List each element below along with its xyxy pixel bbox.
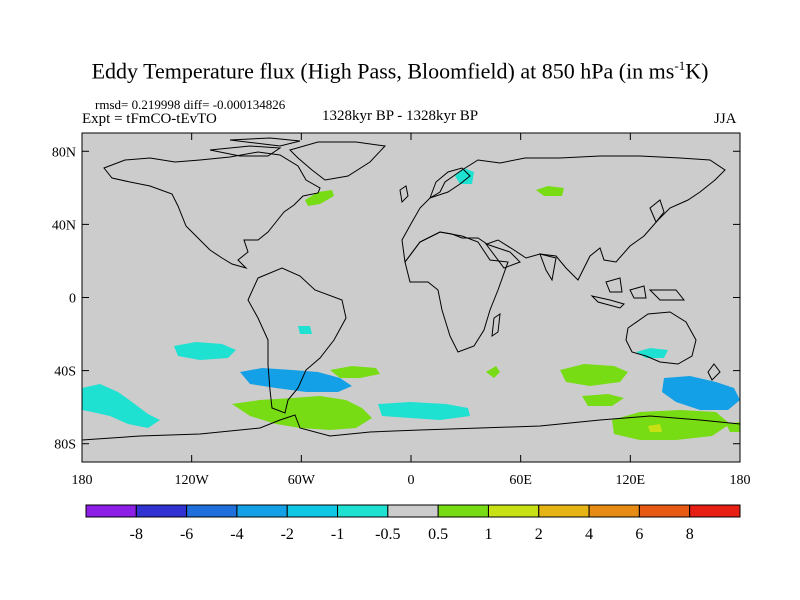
- colorbar-label-7: 1: [484, 526, 492, 543]
- colorbar-box-8: [487, 504, 540, 518]
- x-tick-label-3: 0: [408, 473, 415, 488]
- y-tick-label-1: 40N: [52, 218, 76, 233]
- coastline-north-america: [103, 151, 321, 270]
- anomaly-indian-ocean-south: [486, 364, 628, 406]
- coastline-new-zealand: [707, 363, 721, 381]
- colorbar-box-10: [588, 504, 640, 518]
- colorbar-label-11: 8: [686, 526, 694, 543]
- period-label: 1328kyr BP - 1328kyr BP: [322, 108, 479, 124]
- colorbar-box-2: [186, 504, 238, 518]
- coastline-eurasia: [401, 155, 726, 281]
- colorbar-box-3: [236, 504, 288, 518]
- colorbar-box-6: [387, 504, 439, 518]
- anomaly-peru: [298, 326, 312, 334]
- colorbar-box-7: [437, 504, 489, 518]
- coastline-madagascar: [491, 312, 501, 338]
- coastline-africa: [404, 231, 509, 353]
- colorbar-label-5: -0.5: [375, 526, 400, 543]
- colorbar-label-6: 0.5: [428, 526, 448, 543]
- coastline-arctic-islands: [209, 137, 301, 157]
- colorbar-label-10: 6: [635, 526, 643, 543]
- coastline-greenland: [289, 141, 387, 181]
- anomaly-central-asia: [536, 186, 564, 196]
- anomaly-s-atlantic: [240, 368, 352, 392]
- anomaly-antarctic-yellow: [648, 424, 662, 432]
- anomaly-s-atlantic-green: [330, 366, 380, 378]
- colorbar-box-4: [286, 504, 339, 518]
- anomaly-n-atlantic: [305, 190, 334, 206]
- anomaly-s-pacific-west: [82, 384, 160, 428]
- anomaly-s-ocean-atlantic: [378, 402, 470, 420]
- anomaly-drake-passage: [232, 396, 372, 430]
- plot-title: Eddy Temperature flux (High Pass, Bloomf…: [91, 58, 709, 84]
- x-tick-label-4: 60E: [509, 473, 532, 488]
- axis-layer: 80N 40N 0 40S 80S 180 120W 60W 0 60E 120E 180: [52, 133, 751, 488]
- colorbar-label-1: -6: [180, 526, 193, 543]
- x-tick-label-1: 120W: [175, 473, 210, 488]
- y-tick-label-3: 40S: [54, 365, 76, 380]
- season-label: JJA: [714, 111, 737, 127]
- anomaly-tasman: [662, 376, 740, 410]
- coastline-antarctica: [82, 414, 740, 441]
- colorbar-box-5: [337, 504, 389, 518]
- coastline-indonesia: [590, 277, 686, 309]
- x-tick-label-0: 180: [72, 473, 93, 488]
- colorbar-box-11: [638, 504, 691, 518]
- coastline-japan: [649, 199, 665, 223]
- x-tick-label-5: 120E: [616, 473, 646, 488]
- coastline-scandinavia: [429, 167, 471, 199]
- colorbar: -8 -6 -4 -2 -1 -0.5 0.5 1 2 4 6 8: [85, 504, 741, 543]
- title-superscript: -1: [674, 58, 686, 73]
- y-tick-label-4: 80S: [54, 438, 76, 453]
- anomaly-antarctic-coast: [612, 410, 740, 440]
- anomaly-layer: [82, 168, 740, 440]
- colorbar-label-0: -8: [130, 526, 143, 543]
- coastline-layer: [82, 137, 740, 441]
- colorbar-label-3: -2: [281, 526, 294, 543]
- colorbar-box-1: [135, 504, 188, 518]
- y-tick-label-2: 0: [69, 292, 76, 307]
- colorbar-box-12: [689, 504, 741, 518]
- colorbar-label-2: -4: [230, 526, 243, 543]
- coastline-south-america: [247, 267, 347, 414]
- x-tick-label-2: 60W: [288, 473, 316, 488]
- colorbar-box-9: [538, 504, 590, 518]
- title-suffix: K): [685, 58, 709, 84]
- colorbar-box-0: [85, 504, 137, 518]
- anomaly-s-pacific-east: [174, 342, 236, 360]
- experiment-label: Expt = tFmCO-tEvTO: [82, 111, 217, 127]
- x-tick-label-6: 180: [730, 473, 751, 488]
- y-tick-label-0: 80N: [52, 145, 76, 160]
- coastline-arabia: [484, 243, 557, 282]
- colorbar-label-8: 2: [535, 526, 543, 543]
- colorbar-label-4: -1: [331, 526, 344, 543]
- coastline-britain: [399, 185, 409, 204]
- stats-label: rmsd= 0.219998 diff= -0.000134826: [95, 97, 286, 112]
- coastline-australia: [625, 311, 697, 365]
- colorbar-label-9: 4: [585, 526, 593, 543]
